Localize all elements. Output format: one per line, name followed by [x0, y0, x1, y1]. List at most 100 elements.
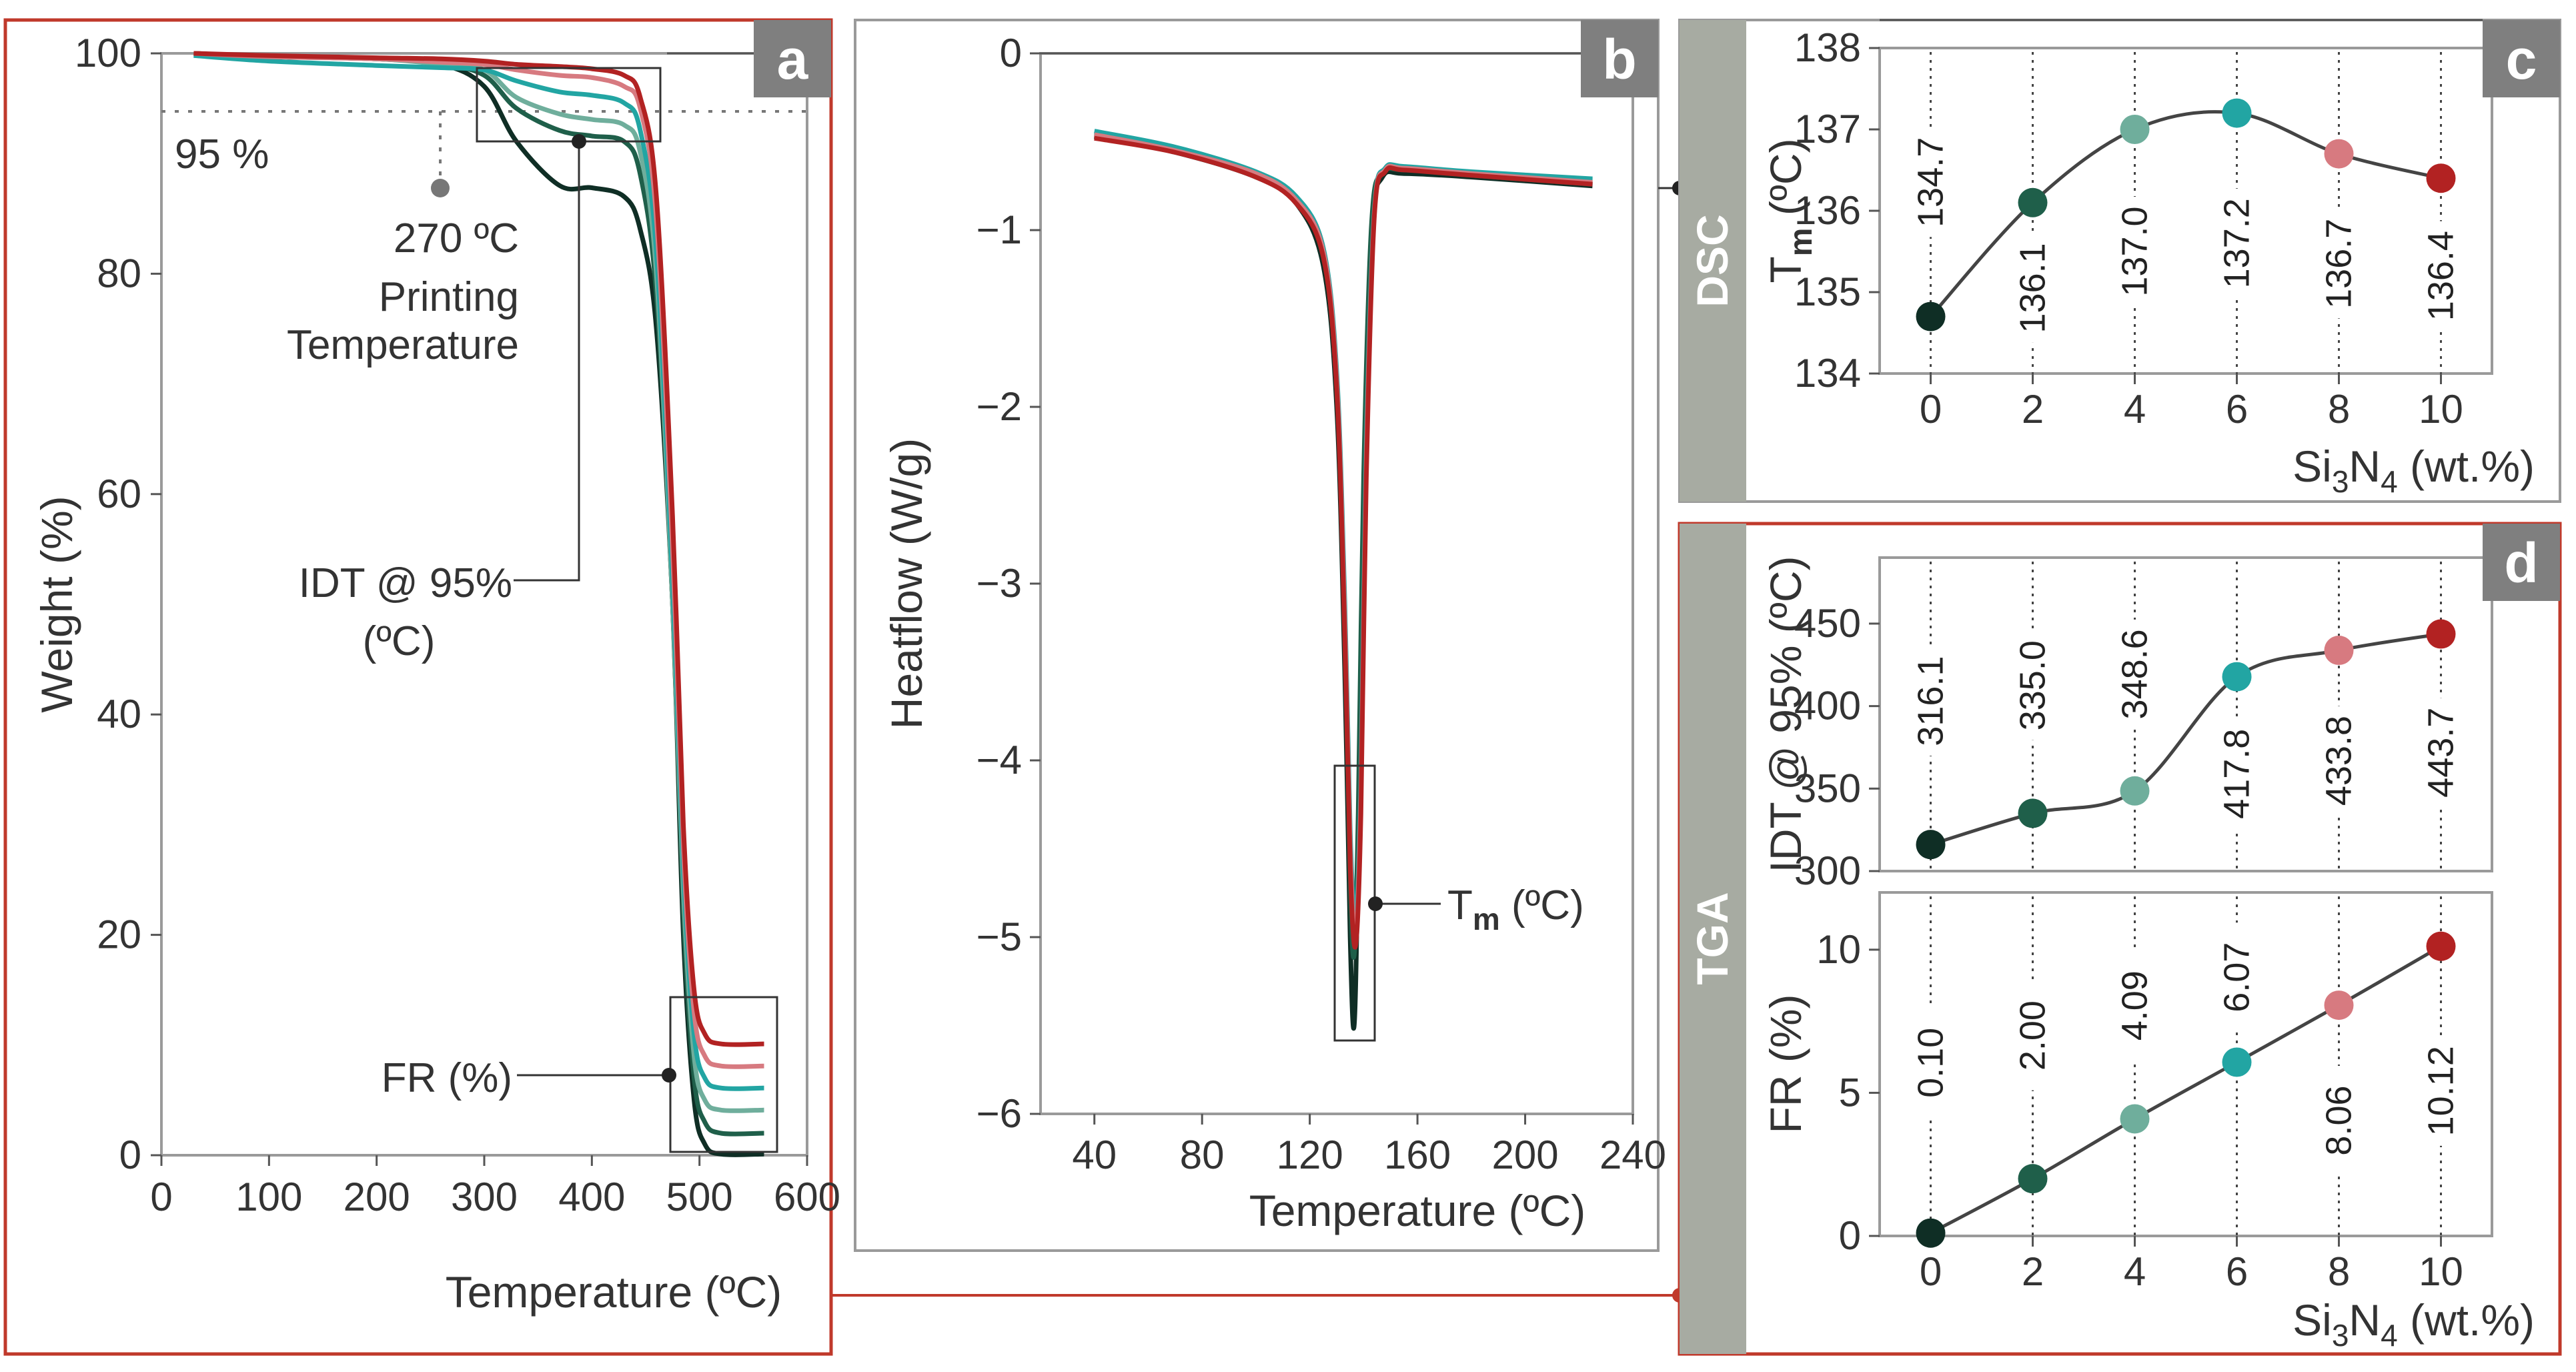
panel-a-axis-group: 0 100 200 300 400 500 600 0 20 40 60 80 100	[75, 31, 840, 1219]
data-label-bg	[2010, 233, 2048, 343]
data-label-bg	[2316, 706, 2354, 816]
data-point	[2324, 990, 2354, 1020]
x-tick-label: 2	[2022, 387, 2044, 432]
y-tick-label: 40	[97, 692, 141, 736]
data-label-bg	[2214, 719, 2252, 829]
x-tick-label: 2	[2022, 1249, 2044, 1294]
data-label-group: 8.06	[2316, 1066, 2359, 1176]
data-label: 134.7	[1911, 137, 1951, 227]
y-tick-label: 100	[75, 31, 141, 75]
y-tick-label: 400	[1794, 684, 1861, 728]
panel-d-side-label: TGA	[1688, 892, 1737, 984]
x-tick-label: 8	[2328, 387, 2350, 432]
panel-b-ylabel: Heatflow (W/g)	[882, 438, 931, 729]
y-tick-label: −2	[977, 384, 1022, 429]
data-label-group: 2.00	[2010, 980, 2053, 1091]
x-tick-label: 0	[150, 1175, 172, 1219]
ann-temperature: Temperature	[287, 322, 519, 368]
panel-b-badge-letter: b	[1602, 28, 1636, 91]
idt-leader-line	[514, 141, 580, 582]
y-tick-label: 20	[97, 912, 141, 957]
data-label-group: 348.6	[2112, 619, 2155, 729]
panel-b-axis-group: 40 80 120 160 200 240 0 −1 −2 −3 −4 −5 −6	[977, 31, 1666, 1177]
data-label: 433.8	[2319, 716, 2359, 806]
panel-c-ylabel-base: T	[1761, 256, 1810, 283]
x-tick-label: 100	[235, 1175, 302, 1219]
trend-line	[1930, 632, 2441, 846]
panel-c-badge	[2483, 20, 2560, 97]
panel-a-ylabel: Weight (%)	[32, 496, 81, 712]
dsc-curve	[1094, 135, 1593, 950]
data-label: 6.07	[2217, 942, 2257, 1012]
y-tick-label: 137	[1794, 107, 1861, 151]
trend-line	[1930, 944, 2442, 1235]
y-tick-label: 300	[1794, 848, 1861, 893]
data-label-group: 134.7	[1908, 127, 1951, 237]
data-label: 417.8	[2217, 729, 2257, 819]
panel-c-ylabel-sub: m	[1784, 228, 1819, 257]
data-label-bg	[2112, 619, 2150, 729]
x-tick-label: 400	[558, 1175, 625, 1219]
ann-fr: FR (%)	[382, 1055, 512, 1101]
data-point	[2018, 798, 2048, 828]
ann-tm-unit: (ºC)	[1500, 882, 1584, 928]
panel-c-ylabel-unit: (ºC)	[1761, 138, 1810, 227]
panel-c-axis-group: 134 135 136 137 138 0 2 4 6 8 10	[1794, 19, 2483, 432]
data-point	[2426, 619, 2456, 649]
x-tick-label: 600	[774, 1175, 840, 1219]
data-point	[2324, 636, 2354, 666]
ann-idt: IDT @ 95%	[299, 560, 512, 606]
panel-a-xlabel: Temperature (ºC)	[446, 1267, 782, 1317]
y-tick-label: 138	[1794, 25, 1861, 70]
y-tick-label: −4	[977, 738, 1022, 782]
data-label: 2.00	[2013, 1000, 2053, 1071]
x-tick-label: 200	[344, 1175, 410, 1219]
data-label-bg	[1908, 127, 1946, 237]
panel-d-plot: 316.1 335.0 348.6 417.8 433.8 443.7 0.10 2.00 4.…	[1908, 562, 2461, 1248]
data-label: 10.12	[2421, 1046, 2461, 1136]
panel-d-top-plot-frame	[1878, 556, 2493, 872]
x-tick-label: 4	[2124, 387, 2146, 432]
data-label-bg	[2418, 221, 2456, 331]
y-tick-label: 0	[1000, 31, 1022, 75]
panel-c-plot-frame	[1878, 47, 2493, 375]
panel-c-xlabel-sub1: 3	[2332, 464, 2349, 499]
x-tick-label: 240	[1599, 1133, 1666, 1177]
data-label-bg	[1908, 1008, 1946, 1118]
trend-line	[1929, 110, 2442, 318]
panel-c-xlabel-sub2: 4	[2381, 464, 2398, 499]
x-tick-label: 6	[2226, 1249, 2248, 1294]
data-label-group: 316.1	[1908, 646, 1951, 756]
data-point	[1916, 830, 1946, 860]
panel-a-curves	[193, 51, 764, 1157]
panel-d-xlabel-unit: (wt.%)	[2398, 1295, 2535, 1345]
data-point	[1916, 1218, 1946, 1248]
panel-b: 40 80 120 160 200 240 0 −1 −2 −3 −4 −5 −6 Tm (ºC) He…	[854, 19, 1666, 1252]
data-label-bg	[2214, 188, 2252, 298]
data-point	[1916, 301, 1946, 331]
data-point	[2120, 1104, 2150, 1134]
panel-d-bottom-ylabel: FR (%)	[1761, 994, 1810, 1134]
data-label-group: 443.7	[2418, 698, 2461, 808]
data-label-group: 6.07	[2214, 922, 2257, 1033]
panel-a: 0 100 200 300 400 500 600 0 20 40 60 80 100 95 % 270…	[3, 18, 840, 1356]
data-label-bg	[2214, 922, 2252, 1033]
panel-d-top-ylabel: IDT @ 95% (ºC)	[1761, 556, 1810, 873]
x-tick-label: 0	[1920, 387, 1942, 432]
y-tick-label: 0	[1839, 1213, 1861, 1258]
y-tick-label: −3	[977, 561, 1022, 606]
data-label-bg	[2316, 209, 2354, 319]
x-tick-label: 120	[1277, 1133, 1343, 1177]
y-tick-label: 60	[97, 472, 141, 516]
ann-tm-sub: m	[1473, 902, 1500, 936]
data-label: 137.0	[2115, 206, 2155, 296]
data-label-group: 433.8	[2316, 706, 2359, 816]
panel-c-xlabel-si: Si	[2293, 442, 2332, 491]
panel-b-plot-frame	[1039, 52, 1634, 1115]
ann-printing: Printing	[379, 274, 519, 320]
data-point	[2018, 187, 2048, 217]
x-tick-label: 160	[1384, 1133, 1451, 1177]
x-tick-label: 300	[451, 1175, 518, 1219]
